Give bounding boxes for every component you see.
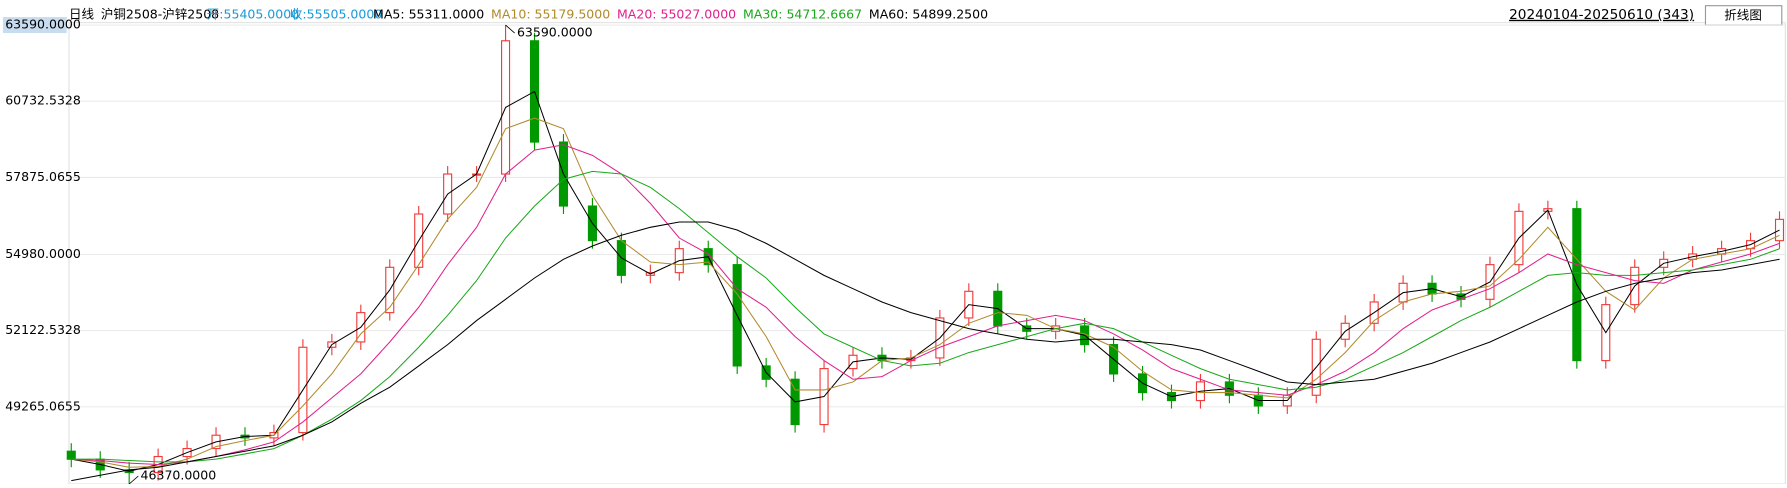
instrument: 沪铜2508-沪锌2508 bbox=[101, 6, 219, 21]
y-tick-highlight bbox=[2, 17, 67, 34]
candle-body bbox=[1774, 218, 1785, 242]
close-label: 收:55505.0000 bbox=[290, 6, 382, 21]
ma-line bbox=[71, 90, 1780, 472]
annotation: 63590.0000 bbox=[517, 25, 593, 40]
y-tick-label: 57875.0655 bbox=[5, 169, 81, 184]
ma-legend: MA5: 55311.0000 bbox=[373, 6, 484, 21]
ma-line bbox=[71, 144, 1780, 466]
y-tick-label: 49265.0655 bbox=[5, 398, 81, 413]
plot-frame bbox=[68, 22, 1786, 485]
ma-legend: MA30: 54712.6667 bbox=[743, 6, 862, 21]
open-label: 开:55405.0000 bbox=[207, 6, 299, 21]
date-range: 20240104-20250610 (343) bbox=[1509, 7, 1694, 23]
y-tick-label: 63590.0000 bbox=[5, 17, 81, 32]
ma-line bbox=[71, 170, 1780, 463]
ma-line bbox=[71, 221, 1780, 482]
period: 日线 bbox=[69, 6, 95, 21]
annotation-pointer bbox=[505, 24, 515, 34]
line-chart-button-label[interactable]: 折线图 bbox=[1724, 7, 1762, 22]
y-tick-label: 60732.5328 bbox=[5, 93, 81, 108]
candle-body bbox=[66, 450, 76, 460]
y-tick-label: 54980.0000 bbox=[5, 246, 81, 261]
y-tick-label: 52122.5328 bbox=[5, 322, 81, 337]
annotation-pointer bbox=[128, 475, 139, 485]
ma-legend: MA10: 55179.5000 bbox=[491, 6, 610, 21]
ma-legend: MA20: 55027.0000 bbox=[617, 6, 736, 21]
ma-legend: MA60: 54899.2500 bbox=[869, 6, 988, 21]
annotation: 46370.0000 bbox=[141, 468, 217, 483]
ma-line bbox=[71, 117, 1780, 468]
